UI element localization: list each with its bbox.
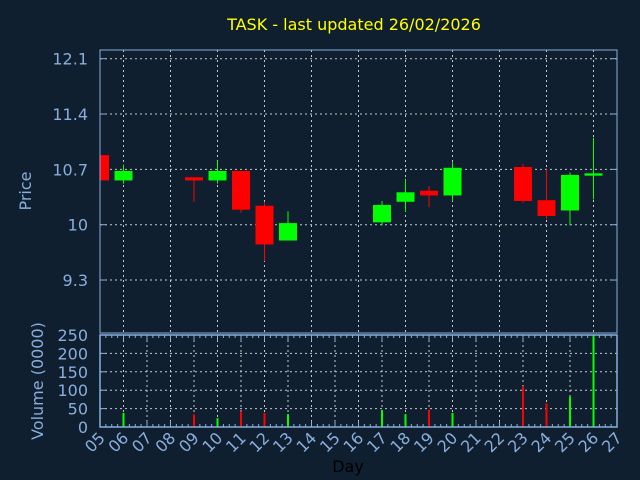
x-axis-label: Day [332, 457, 364, 476]
volume-bar [522, 386, 524, 427]
volume-bar [381, 410, 383, 427]
volume-bar [122, 413, 125, 427]
volume-tick-label: 50 [68, 400, 88, 419]
volume-axis-label: Volume (0000) [28, 322, 47, 440]
price-tick-label: 9.3 [63, 271, 88, 290]
price-tick-label: 12.1 [52, 50, 88, 69]
volume-plot-frame [99, 334, 618, 428]
candle-body [185, 177, 203, 181]
volume-bar [451, 413, 454, 427]
volume-bar [193, 414, 195, 427]
volume-bar [428, 409, 430, 427]
volume-tick-label: 200 [57, 344, 88, 363]
x-tick-label: 27 [598, 428, 626, 456]
volume-tick-label: 250 [57, 326, 88, 345]
volume-tick-label: 100 [57, 381, 88, 400]
candle-body [373, 204, 391, 223]
volume-bar [240, 411, 242, 427]
volume-bar [263, 413, 266, 427]
volume-tick-label: 150 [57, 363, 88, 382]
price-tick-label: 10.7 [52, 160, 88, 179]
volume-bar [569, 396, 571, 427]
candle-body [208, 170, 227, 181]
candle-body [584, 173, 603, 176]
volume-tick-label: 0 [78, 418, 88, 437]
volume-bar [404, 414, 407, 427]
chart-title: TASK - last updated 26/02/2026 [226, 15, 481, 34]
candle-body [420, 190, 438, 196]
volume-bar [216, 418, 219, 427]
candle-body [396, 192, 415, 202]
volume-bar [287, 414, 289, 427]
candle-body [114, 170, 133, 181]
candle-body [100, 155, 109, 181]
price-tick-label: 10 [68, 216, 88, 235]
candle-body [232, 170, 250, 210]
candle-body [443, 167, 462, 196]
volume-bar [545, 403, 548, 427]
price-tick-label: 11.4 [52, 105, 88, 124]
candle-body [514, 166, 532, 201]
candle-body [561, 174, 579, 211]
candle-body [537, 200, 556, 217]
price-plot-frame [99, 49, 618, 334]
candle-body [279, 223, 297, 241]
candle-body [255, 205, 274, 245]
volume-bar [592, 335, 595, 427]
price-axis-label: Price [16, 171, 35, 210]
